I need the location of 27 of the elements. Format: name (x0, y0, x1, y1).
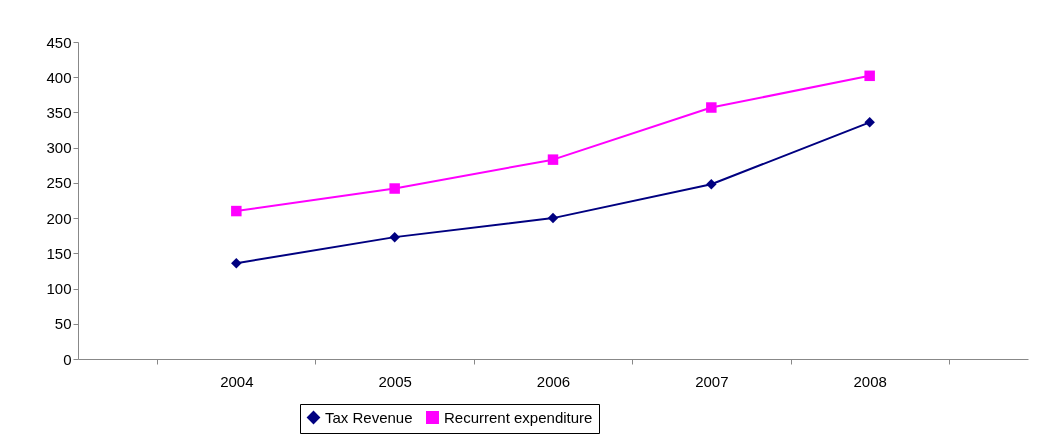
x-tick-label: 2004 (220, 372, 254, 390)
point (389, 183, 400, 194)
y-tick-label: 150 (46, 244, 72, 262)
y-tick-label: 250 (46, 174, 72, 192)
y-tick-label: 50 (54, 315, 72, 333)
point (864, 70, 875, 82)
y-tick-label: 100 (46, 280, 72, 298)
x-tick-label: 2005 (378, 372, 412, 390)
x-tick-label: 2006 (536, 372, 571, 390)
y-tick-label: 350 (46, 103, 72, 121)
x-tick-label: 2008 (853, 372, 887, 390)
y-tick-label: 450 (46, 33, 72, 51)
point (864, 117, 875, 128)
y-tick-label: 0 (63, 350, 72, 368)
legend-label: Tax Revenue (325, 408, 413, 426)
point (706, 179, 717, 190)
legend-label: Recurrent expenditure (444, 408, 593, 426)
y-tick-label: 400 (46, 68, 72, 86)
y-tick-label: 200 (46, 209, 72, 227)
point (547, 154, 559, 165)
point (706, 102, 717, 113)
y-tick-label: 300 (46, 139, 72, 157)
point (231, 205, 242, 217)
point (547, 212, 559, 224)
point (231, 257, 242, 269)
x-tick-label: 2007 (695, 372, 729, 390)
point (389, 231, 400, 243)
